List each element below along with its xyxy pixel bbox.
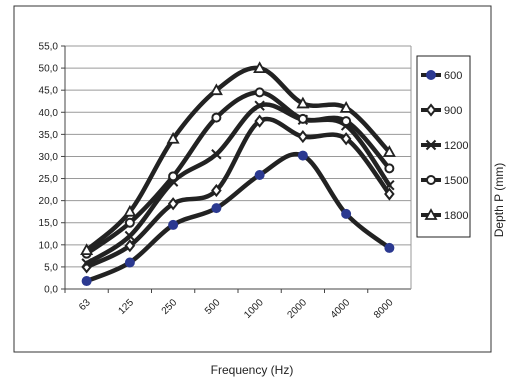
x-tick-label: 250 [160,297,180,317]
plot-series [80,61,396,287]
y-tick-labels: 0,0 5,0 10,0 15,0 20,0 25,0 30,0 35,0 40,0 45,0 50… [39,42,59,296]
legend-item: 600 [421,70,462,82]
data-point [209,83,223,96]
x-tick-label: 4000 [329,297,353,321]
data-point [168,171,179,182]
data-point [168,219,179,230]
y-tick-label: 50,0 [39,64,59,75]
x-axis-title: Frequency (Hz) [211,363,294,377]
legend-label: 600 [444,70,462,82]
data-point [254,170,265,181]
y-axis-title: Depth P (mm) [492,163,506,237]
data-point [341,116,352,127]
data-point [80,243,94,256]
data-point [297,129,309,144]
legend-marker [425,139,437,151]
x-tick-label: 125 [116,297,136,317]
data-point [297,113,308,124]
data-point [296,96,310,109]
data-point [339,101,353,113]
data-point [211,203,222,214]
legend-label: 1800 [444,210,468,222]
data-point [384,179,395,191]
x-tick-label: 1000 [242,297,266,321]
data-point [253,61,267,73]
y-tick-label: 30,0 [39,152,59,163]
series-1800 [80,61,396,256]
x-tick-label: 500 [203,297,223,317]
data-point [382,145,396,157]
data-point [211,183,222,198]
y-tick-label: 15,0 [39,218,59,229]
y-tick-label: 20,0 [39,196,59,207]
legend-marker [426,70,436,80]
legend: 600 900 1200 1500 1800 [421,70,468,222]
legend-marker [424,208,438,220]
legend-marker [425,103,437,117]
legend-item: 1500 [421,175,468,187]
data-point [211,112,222,123]
legend-label: 900 [444,105,462,117]
y-tick-label: 40,0 [39,108,59,119]
chart-border [13,5,492,353]
data-point [124,217,135,228]
y-tick-label: 10,0 [39,240,59,251]
data-point [81,276,92,287]
y-tick-label: 5,0 [44,262,58,273]
x-tick-label: 8000 [372,297,396,321]
series-line [84,90,392,256]
data-point [297,150,308,161]
x-tick-labels: 63 125 250 500 1000 2000 4000 8000 [77,297,396,321]
data-point [124,239,136,253]
data-point [124,257,135,268]
data-point [384,187,395,201]
y-tick-label: 45,0 [39,86,59,97]
data-point [81,258,92,269]
data-point [166,131,180,144]
legend-label: 1200 [444,140,468,152]
data-point [254,87,265,98]
series-600 [81,150,395,287]
series-line [84,151,392,284]
y-tick-label: 55,0 [39,42,59,53]
data-point [340,132,352,146]
data-point [341,208,352,219]
data-point [123,204,137,217]
x-tick-label: 63 [77,297,93,313]
data-point [384,242,395,253]
legend-marker [426,175,436,185]
data-point [254,114,265,128]
data-point [211,149,222,160]
series-line [84,65,392,253]
legend-item: 1200 [421,139,468,152]
data-point [254,100,265,111]
legend-item: 900 [421,103,462,117]
y-tick-label: 0,0 [44,285,58,296]
y-tick-label: 35,0 [39,130,59,141]
legend-item: 1800 [421,208,468,222]
series-1500 [81,87,395,259]
data-point [167,197,179,211]
data-point [384,163,395,174]
y-tick-label: 25,0 [39,174,59,185]
x-tick-label: 2000 [285,297,309,321]
legend-label: 1500 [444,175,468,187]
data-point [124,230,136,242]
